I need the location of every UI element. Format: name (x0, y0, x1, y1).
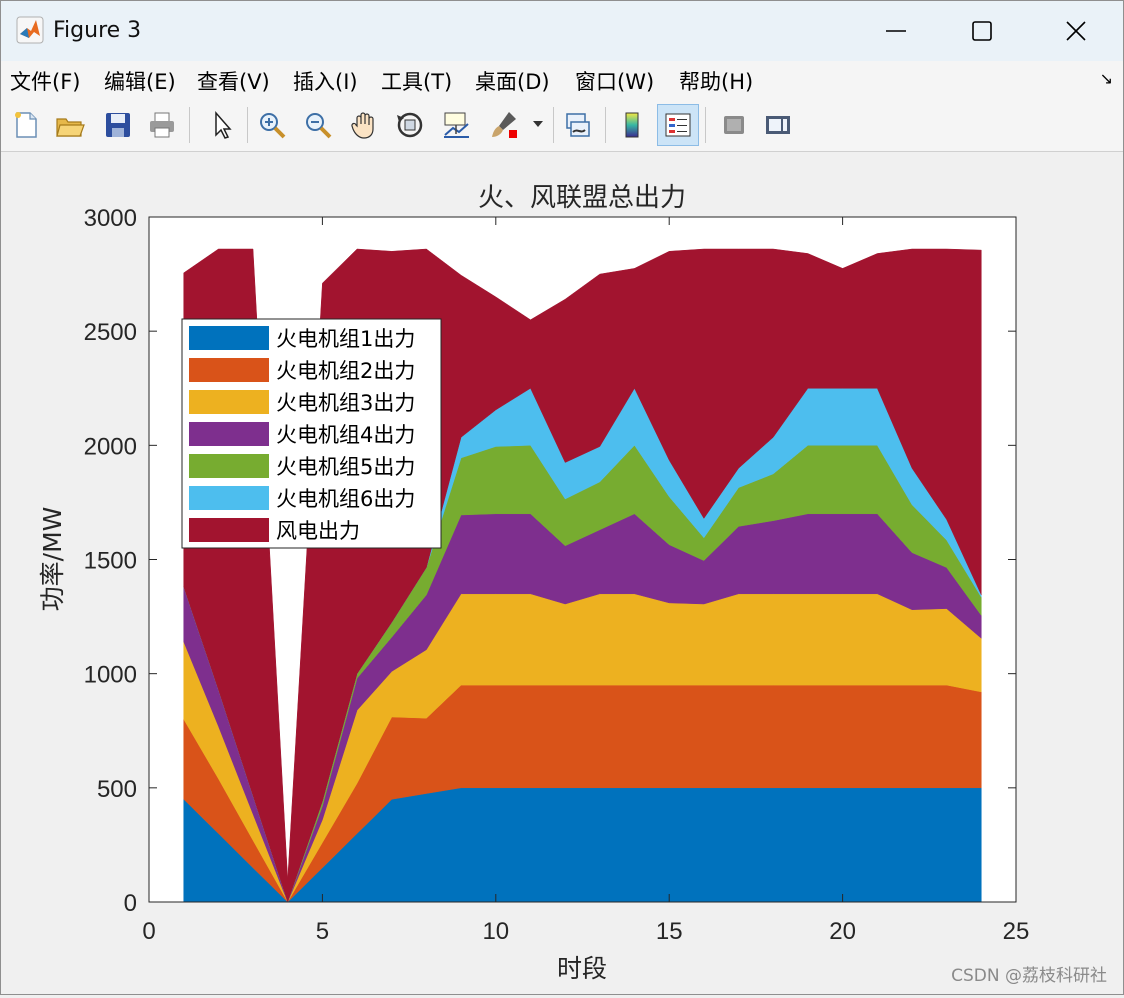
y-tick-label: 0 (124, 890, 137, 917)
stacked-area-chart[interactable]: 0 5 10 15 20 25 0 500 1000 1500 2000 2500 3000 火、风联盟… (1, 152, 1123, 994)
zoom-out-icon (306, 113, 332, 139)
x-tick-label: 5 (316, 918, 329, 945)
print-button[interactable] (141, 104, 183, 146)
brush-dropdown-button[interactable] (527, 104, 549, 146)
maximize-button[interactable] (939, 5, 1025, 57)
x-tick-label: 0 (142, 918, 155, 945)
open-file-button[interactable] (49, 104, 91, 146)
window-title: Figure 3 (53, 18, 142, 43)
rotate-3d-icon (397, 112, 423, 138)
print-icon (150, 112, 174, 138)
x-tick-label: 25 (1003, 918, 1030, 945)
legend-swatch (189, 454, 269, 478)
dock-arrow-icon[interactable]: ↘ (1099, 69, 1113, 88)
save-icon (106, 113, 130, 137)
menu-file[interactable]: 文件(F) (10, 70, 81, 94)
minimize-icon (886, 30, 906, 32)
legend-icon (665, 113, 691, 137)
brush-icon (492, 112, 517, 138)
legend-entry-label: 火电机组4出力 (276, 423, 415, 447)
link-plot-icon (566, 113, 590, 137)
legend-swatch (189, 486, 269, 510)
legend-button[interactable] (657, 104, 699, 146)
pan-button[interactable] (343, 104, 385, 146)
y-tick-label: 3000 (84, 205, 137, 232)
menu-desktop[interactable]: 桌面(D) (475, 70, 550, 94)
zoom-in-icon (260, 113, 286, 139)
menu-bar: 文件(F) 编辑(E) 查看(V) 插入(I) 工具(T) 桌面(D) 窗口(W… (1, 61, 1123, 99)
matlab-icon (16, 16, 44, 44)
brush-button[interactable] (483, 104, 525, 146)
legend-entry-label: 火电机组6出力 (276, 487, 415, 511)
y-tick-label: 2500 (84, 319, 137, 346)
menu-view[interactable]: 查看(V) (197, 70, 270, 94)
legend-swatch (189, 326, 269, 350)
x-tick-label: 20 (829, 918, 856, 945)
zoom-in-button[interactable] (251, 104, 293, 146)
menu-tools[interactable]: 工具(T) (381, 70, 453, 94)
rotate-3d-button[interactable] (389, 104, 431, 146)
legend-swatch (189, 358, 269, 382)
legend-entry-label: 火电机组2出力 (276, 359, 415, 383)
legend-swatch (189, 422, 269, 446)
menu-window[interactable]: 窗口(W) (575, 70, 655, 94)
legend-entry-label: 火电机组3出力 (276, 391, 415, 415)
hide-plot-tools-button[interactable] (713, 104, 755, 146)
open-file-icon (56, 118, 85, 137)
colorbar-button[interactable] (611, 104, 653, 146)
y-tick-label: 1000 (84, 662, 137, 689)
data-cursor-icon (444, 112, 469, 138)
new-figure-button[interactable] (5, 104, 47, 146)
menu-edit[interactable]: 编辑(E) (104, 70, 176, 94)
menu-help[interactable]: 帮助(H) (679, 70, 754, 94)
y-tick-label: 500 (97, 776, 137, 803)
y-axis-label: 功率/MW (38, 507, 67, 612)
x-axis-label: 时段 (557, 954, 607, 983)
chart-title: 火、风联盟总出力 (478, 183, 686, 213)
show-plot-tools-button[interactable] (757, 104, 799, 146)
show-plot-tools-icon (766, 116, 790, 134)
new-figure-icon (15, 112, 37, 138)
pointer-button[interactable] (199, 104, 241, 146)
zoom-out-button[interactable] (297, 104, 339, 146)
data-cursor-button[interactable] (435, 104, 477, 146)
legend-swatch (189, 390, 269, 414)
colorbar-icon (625, 112, 639, 138)
link-plot-button[interactable] (557, 104, 599, 146)
close-button[interactable] (1033, 5, 1119, 57)
maximize-icon (972, 21, 992, 41)
pointer-icon (215, 111, 232, 139)
save-button[interactable] (97, 104, 139, 146)
minimize-button[interactable] (853, 5, 939, 57)
y-tick-label: 1500 (84, 548, 137, 575)
watermark: CSDN @荔枝科研社 (951, 966, 1107, 986)
y-tick-label: 2000 (84, 433, 137, 460)
figure-canvas: 0 5 10 15 20 25 0 500 1000 1500 2000 2500 3000 火、风联盟… (1, 152, 1123, 994)
x-tick-label: 10 (482, 918, 509, 945)
legend[interactable]: 火电机组1出力火电机组2出力火电机组3出力火电机组4出力火电机组5出力火电机组6… (181, 318, 442, 549)
chevron-down-icon (533, 121, 543, 127)
legend-entry-label: 风电出力 (276, 519, 360, 543)
legend-entry-label: 火电机组1出力 (276, 327, 415, 351)
pan-icon (351, 112, 374, 139)
legend-swatch (189, 518, 269, 542)
close-icon (1066, 21, 1086, 41)
hide-plot-tools-icon (724, 116, 744, 134)
legend-entry-label: 火电机组5出力 (276, 455, 415, 479)
menu-insert[interactable]: 插入(I) (293, 70, 358, 94)
title-bar: Figure 3 (1, 1, 1123, 61)
toolbar (1, 99, 1123, 152)
x-tick-label: 15 (656, 918, 683, 945)
